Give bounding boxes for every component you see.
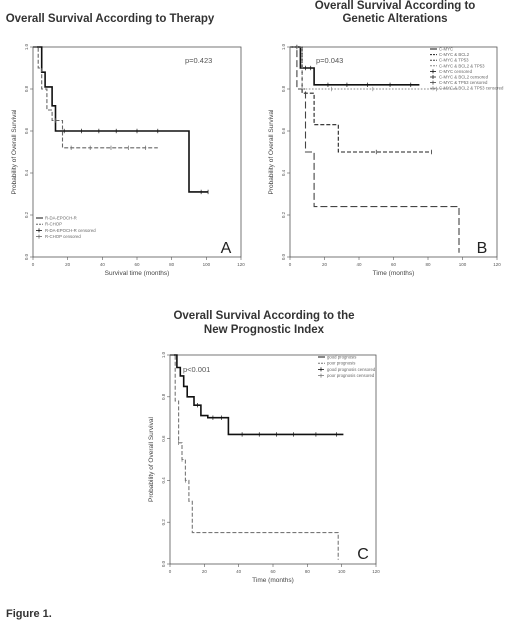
x-tick-label: 60 bbox=[391, 262, 397, 267]
x-tick-label: 40 bbox=[236, 569, 242, 574]
y-tick-label: 0.6 bbox=[161, 435, 166, 442]
x-tick-label: 80 bbox=[425, 262, 431, 267]
series-line-2 bbox=[33, 46, 158, 149]
legend-item: good prognosis bbox=[327, 355, 356, 360]
legend-item: poor prognosis bbox=[327, 361, 355, 366]
legend-item: good prognosis censored bbox=[327, 367, 376, 372]
y-tick-label: 0.4 bbox=[161, 477, 166, 484]
series-line-1 bbox=[33, 46, 209, 193]
x-tick-label: 80 bbox=[305, 569, 311, 574]
x-tick-label: 100 bbox=[203, 262, 211, 267]
y-tick-label: 0.0 bbox=[24, 253, 29, 260]
series-line-4 bbox=[290, 46, 459, 90]
y-tick-label: 1.0 bbox=[24, 43, 29, 50]
y-axis-label: Probability of Overall Survival bbox=[148, 417, 155, 502]
y-tick-label: 0.8 bbox=[281, 85, 286, 92]
plot-frame bbox=[169, 354, 377, 565]
y-tick-label: 0.8 bbox=[161, 393, 166, 400]
x-tick-label: 40 bbox=[356, 262, 362, 267]
x-tick-label: 40 bbox=[100, 262, 106, 267]
x-tick-label: 20 bbox=[202, 569, 208, 574]
chart-title: Overall Survival According to Therapy bbox=[6, 13, 215, 25]
p-value: p=0.043 bbox=[316, 56, 343, 65]
x-tick-label: 20 bbox=[322, 262, 328, 267]
y-tick-label: 1.0 bbox=[281, 43, 286, 50]
x-axis-label: Survival time (months) bbox=[105, 270, 170, 277]
x-tick-label: 0 bbox=[289, 262, 292, 267]
chart-title: Overall Survival According to the bbox=[173, 310, 354, 322]
x-tick-label: 80 bbox=[169, 262, 175, 267]
series-line-3 bbox=[290, 46, 460, 253]
y-tick-label: 1.0 bbox=[161, 351, 166, 358]
panel-letter: A bbox=[221, 240, 232, 257]
legend-item: C-MYC & TP53 censored bbox=[439, 80, 488, 85]
x-tick-label: 0 bbox=[32, 262, 35, 267]
x-axis-label: Time (months) bbox=[373, 270, 415, 277]
x-tick-label: 100 bbox=[459, 262, 467, 267]
y-tick-label: 0.2 bbox=[24, 211, 29, 218]
legend-item: R-CHOP censored bbox=[45, 234, 81, 239]
x-tick-label: 120 bbox=[372, 569, 380, 574]
legend-item: C-MYC censored bbox=[439, 69, 473, 74]
panel-letter: B bbox=[477, 240, 488, 257]
legend-item: C-MYC & BCL2 censored bbox=[439, 75, 489, 80]
legend-item: poor prognosis censored bbox=[327, 373, 375, 378]
y-axis-label: Probability of Overall Survival bbox=[268, 109, 275, 194]
chart-panel-c: Overall Survival According to the New Pro… bbox=[148, 310, 380, 584]
legend-item: C-MYC bbox=[439, 47, 453, 52]
x-tick-label: 20 bbox=[65, 262, 71, 267]
series-line-1 bbox=[170, 354, 344, 436]
legend-item: C-MYC & BCL2 & TP53 bbox=[439, 63, 485, 68]
x-tick-label: 60 bbox=[270, 569, 276, 574]
x-tick-label: 100 bbox=[338, 569, 346, 574]
series-line-1 bbox=[290, 46, 420, 86]
x-tick-label: 120 bbox=[493, 262, 501, 267]
x-tick-label: 60 bbox=[134, 262, 140, 267]
chart-title: New Prognostic Index bbox=[204, 324, 325, 336]
y-tick-label: 0.6 bbox=[281, 127, 286, 134]
plot-frame bbox=[32, 46, 242, 258]
legend-item: C-MYC & BCL2 bbox=[439, 52, 470, 57]
legend-item: R-CHOP bbox=[45, 222, 62, 227]
chart-panel-a: Overall Survival According to Therapy 0 20… bbox=[6, 13, 246, 277]
y-tick-label: 0.2 bbox=[281, 211, 286, 218]
legend-item: R-DA-EPOCH-R bbox=[45, 216, 77, 221]
series-line-2 bbox=[290, 46, 432, 153]
chart-title: Genetic Alterations bbox=[342, 13, 447, 25]
series-line-2 bbox=[170, 354, 339, 560]
y-axis-label: Probability of Overall Survival bbox=[11, 109, 18, 194]
x-axis-label: Time (months) bbox=[252, 577, 294, 584]
legend-item: C-MYC & TP53 bbox=[439, 58, 469, 63]
panel-letter: C bbox=[357, 546, 369, 563]
y-tick-label: 0.4 bbox=[281, 169, 286, 176]
p-value: p<0.001 bbox=[183, 365, 210, 374]
x-tick-label: 120 bbox=[237, 262, 245, 267]
y-tick-label: 0.6 bbox=[24, 127, 29, 134]
figure-label: Figure 1. bbox=[6, 608, 52, 620]
y-tick-label: 0.4 bbox=[24, 169, 29, 176]
legend-item: C-MYC & BCL2 & TP53 censored bbox=[439, 86, 504, 91]
y-tick-label: 0.0 bbox=[161, 560, 166, 567]
y-tick-label: 0.0 bbox=[281, 253, 286, 260]
y-tick-label: 0.2 bbox=[161, 519, 166, 526]
y-tick-label: 0.8 bbox=[24, 85, 29, 92]
legend-item: R-DA-EPOCH-R censored bbox=[45, 228, 96, 233]
p-value: p=0.423 bbox=[185, 56, 212, 65]
x-tick-label: 0 bbox=[169, 569, 172, 574]
chart-title: Overall Survival According to bbox=[315, 0, 476, 12]
